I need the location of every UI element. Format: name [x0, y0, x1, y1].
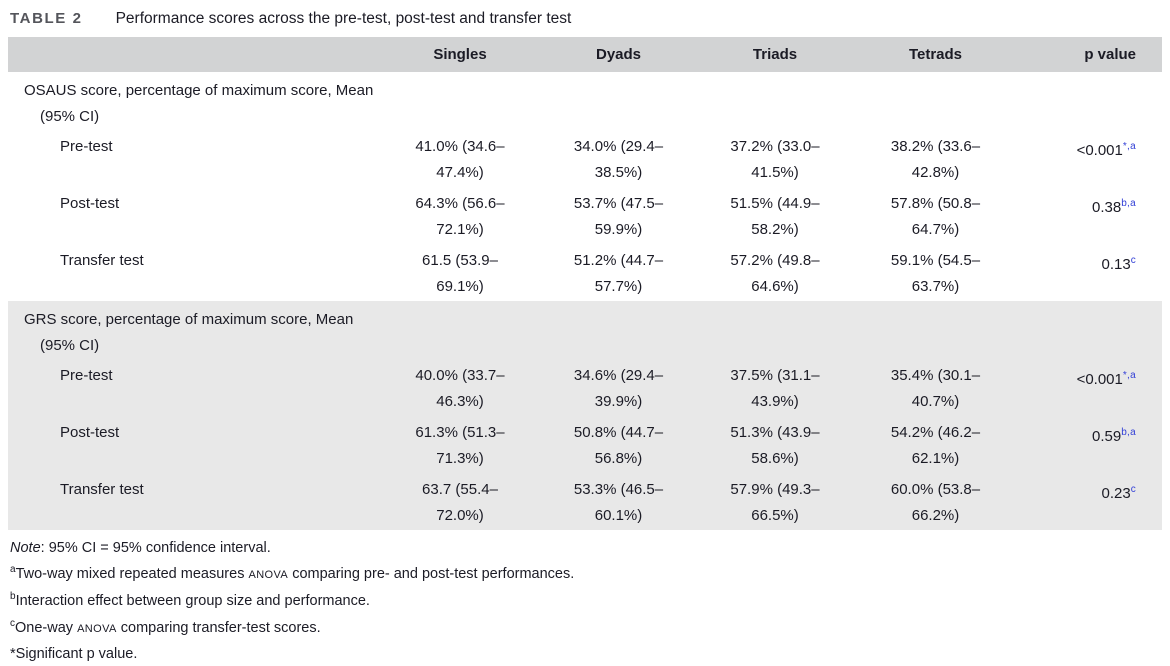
value-cell-triads: 57.9% (49.3–66.5%): [730, 481, 820, 524]
section-label: GRS score, percentage of maximum score, …: [8, 301, 1162, 359]
table-caption: TABLE 2 Performance scores across the pr…: [0, 0, 1170, 37]
p-value-superscript: *,a: [1122, 370, 1136, 381]
row-label: Pre-test: [60, 138, 113, 155]
value-cell-triads: 37.2% (33.0–41.5%): [730, 138, 820, 181]
p-value-cell: <0.001*,a: [1076, 141, 1136, 159]
table-footnotes: Note: 95% CI = 95% confidence interval. …: [10, 538, 1170, 666]
value-cell-dyads: 34.6% (29.4–39.9%): [573, 367, 664, 410]
value-cell-singles: 40.0% (33.7–46.3%): [415, 367, 505, 410]
footnote-significance: *Significant p value.: [10, 646, 138, 663]
table-row: Pre-test 40.0% (33.7–46.3%) 34.6% (29.4–…: [8, 359, 1162, 416]
table-row: Post-test 64.3% (56.6–72.1%) 53.7% (47.5…: [8, 187, 1162, 244]
value-cell-triads: 37.5% (31.1–43.9%): [730, 367, 820, 410]
value-cell-dyads: 50.8% (44.7–56.8%): [573, 424, 664, 467]
p-value-superscript: *,a: [1122, 141, 1136, 152]
p-value-superscript: b,a: [1121, 198, 1136, 209]
p-value-superscript: c: [1130, 255, 1136, 266]
section-label-line2: (95% CI): [40, 337, 100, 354]
table-row: Pre-test 41.0% (34.6–47.4%) 34.0% (29.4–…: [8, 130, 1162, 187]
row-label: Transfer test: [60, 252, 144, 269]
section-label-line2: (95% CI): [40, 108, 100, 125]
footnote-c: cOne-way ANOVA comparing transfer-test s…: [10, 617, 321, 636]
footnote-note: Note: 95% CI = 95% confidence interval.: [10, 540, 271, 556]
section-label-line1: GRS score, percentage of maximum score, …: [24, 311, 354, 328]
table-header-row: Singles Dyads Triads Tetrads p value: [8, 37, 1162, 72]
col-header-triads: Triads: [752, 45, 798, 63]
value-cell-dyads: 53.3% (46.5–60.1%): [573, 481, 664, 524]
value-cell-tetrads: 38.2% (33.6–42.8%): [890, 138, 981, 181]
p-value-superscript: b,a: [1121, 427, 1136, 438]
footnote-b: bInteraction effect between group size a…: [10, 590, 370, 609]
col-header-tetrads: Tetrads: [908, 45, 963, 63]
p-value-cell: 0.23c: [1101, 484, 1136, 502]
value-cell-singles: 61.5 (53.9–69.1%): [422, 252, 498, 295]
value-cell-triads: 51.5% (44.9–58.2%): [730, 195, 820, 238]
row-label: Pre-test: [60, 367, 113, 384]
section-label-line1: OSAUS score, percentage of maximum score…: [24, 82, 374, 99]
value-cell-singles: 61.3% (51.3–71.3%): [415, 424, 505, 467]
footnote-superscript: a: [10, 564, 16, 575]
value-cell-singles: 63.7 (55.4–72.0%): [422, 481, 498, 524]
col-header-singles: Singles: [433, 45, 487, 63]
row-label: Post-test: [60, 195, 120, 212]
p-value-cell: 0.13c: [1101, 255, 1136, 273]
p-value-superscript: c: [1130, 484, 1136, 495]
table-number-label: TABLE 2: [10, 10, 83, 27]
value-cell-tetrads: 59.1% (54.5–63.7%): [890, 252, 981, 295]
value-cell-triads: 57.2% (49.8–64.6%): [730, 252, 820, 295]
row-label: Post-test: [60, 424, 120, 441]
p-value-cell: <0.001*,a: [1076, 370, 1136, 388]
anova-smallcaps: ANOVA: [77, 622, 117, 635]
section-header-row: GRS score, percentage of maximum score, …: [8, 301, 1162, 359]
value-cell-dyads: 34.0% (29.4–38.5%): [573, 138, 664, 181]
col-header-pvalue: p value: [1084, 45, 1136, 63]
section-header-row: OSAUS score, percentage of maximum score…: [8, 72, 1162, 130]
value-cell-dyads: 51.2% (44.7–57.7%): [573, 252, 664, 295]
performance-table: Singles Dyads Triads Tetrads p value OSA…: [8, 37, 1162, 530]
section-label: OSAUS score, percentage of maximum score…: [8, 72, 1162, 130]
table-row: Transfer test 61.5 (53.9–69.1%) 51.2% (4…: [8, 244, 1162, 301]
footnote-a: aTwo-way mixed repeated measures ANOVA c…: [10, 564, 575, 582]
section-grs: GRS score, percentage of maximum score, …: [8, 301, 1162, 530]
table-title: Performance scores across the pre-test, …: [115, 10, 572, 27]
section-osaus: OSAUS score, percentage of maximum score…: [8, 72, 1162, 301]
footnote-superscript: c: [10, 617, 15, 629]
value-cell-tetrads: 54.2% (46.2–62.1%): [890, 424, 981, 467]
value-cell-singles: 41.0% (34.6–47.4%): [415, 138, 505, 181]
col-header-dyads: Dyads: [595, 45, 642, 63]
p-value-cell: 0.38b,a: [1091, 198, 1136, 216]
row-label: Transfer test: [60, 481, 144, 498]
anova-smallcaps: ANOVA: [248, 568, 289, 581]
value-cell-tetrads: 57.8% (50.8–64.7%): [890, 195, 981, 238]
value-cell-tetrads: 35.4% (30.1–40.7%): [890, 367, 981, 410]
table-row: Transfer test 63.7 (55.4–72.0%) 53.3% (4…: [8, 473, 1162, 530]
p-value-cell: 0.59b,a: [1091, 427, 1136, 445]
value-cell-dyads: 53.7% (47.5–59.9%): [573, 195, 664, 238]
value-cell-singles: 64.3% (56.6–72.1%): [415, 195, 505, 238]
value-cell-tetrads: 60.0% (53.8–66.2%): [890, 481, 981, 524]
value-cell-triads: 51.3% (43.9–58.6%): [730, 424, 820, 467]
table-row: Post-test 61.3% (51.3–71.3%) 50.8% (44.7…: [8, 416, 1162, 473]
footnote-superscript: b: [10, 590, 16, 602]
